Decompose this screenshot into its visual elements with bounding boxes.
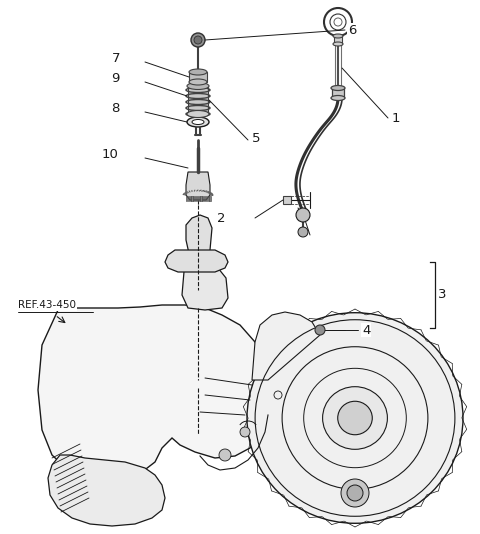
Polygon shape bbox=[186, 215, 212, 260]
Bar bbox=[334, 36, 342, 44]
Circle shape bbox=[315, 325, 325, 335]
Text: 7: 7 bbox=[111, 51, 120, 65]
Bar bbox=[283, 196, 291, 204]
Bar bbox=[195, 196, 196, 201]
Bar bbox=[197, 196, 198, 201]
Text: 4: 4 bbox=[362, 324, 371, 336]
Text: 9: 9 bbox=[112, 72, 120, 84]
Circle shape bbox=[219, 449, 231, 461]
Circle shape bbox=[194, 36, 202, 44]
Text: 5: 5 bbox=[252, 131, 261, 145]
Circle shape bbox=[341, 479, 369, 507]
Bar bbox=[202, 196, 204, 201]
Ellipse shape bbox=[338, 401, 372, 435]
Ellipse shape bbox=[187, 111, 209, 117]
Text: 3: 3 bbox=[438, 288, 446, 302]
Ellipse shape bbox=[189, 69, 207, 75]
Ellipse shape bbox=[247, 313, 463, 523]
Bar bbox=[199, 196, 200, 201]
Text: 6: 6 bbox=[348, 23, 356, 36]
Polygon shape bbox=[182, 260, 228, 310]
Ellipse shape bbox=[192, 120, 204, 124]
Bar bbox=[190, 196, 191, 201]
Ellipse shape bbox=[189, 79, 207, 85]
Bar bbox=[188, 86, 208, 114]
Polygon shape bbox=[186, 172, 210, 200]
Bar bbox=[188, 196, 189, 201]
Ellipse shape bbox=[187, 82, 209, 90]
Bar bbox=[207, 196, 209, 201]
Circle shape bbox=[296, 208, 310, 222]
Bar bbox=[332, 88, 344, 98]
Circle shape bbox=[298, 227, 308, 237]
Polygon shape bbox=[252, 312, 320, 380]
Bar bbox=[193, 196, 194, 201]
Polygon shape bbox=[165, 250, 228, 272]
Text: 8: 8 bbox=[112, 101, 120, 114]
Ellipse shape bbox=[187, 117, 209, 127]
Circle shape bbox=[347, 485, 363, 501]
Bar bbox=[206, 196, 207, 201]
Bar bbox=[201, 196, 202, 201]
Polygon shape bbox=[48, 455, 165, 526]
Ellipse shape bbox=[323, 387, 387, 449]
Ellipse shape bbox=[331, 96, 345, 100]
Circle shape bbox=[240, 427, 250, 437]
Bar bbox=[204, 196, 205, 201]
Ellipse shape bbox=[331, 85, 345, 90]
Text: 1: 1 bbox=[392, 112, 400, 124]
Circle shape bbox=[191, 33, 205, 47]
Text: 10: 10 bbox=[101, 148, 118, 161]
Bar bbox=[189, 72, 207, 82]
Ellipse shape bbox=[333, 42, 343, 46]
Polygon shape bbox=[38, 305, 270, 480]
Bar bbox=[186, 196, 187, 201]
Bar bbox=[209, 196, 211, 201]
Text: REF.43-450: REF.43-450 bbox=[18, 300, 76, 310]
Ellipse shape bbox=[333, 34, 343, 38]
Text: 2: 2 bbox=[216, 211, 225, 224]
